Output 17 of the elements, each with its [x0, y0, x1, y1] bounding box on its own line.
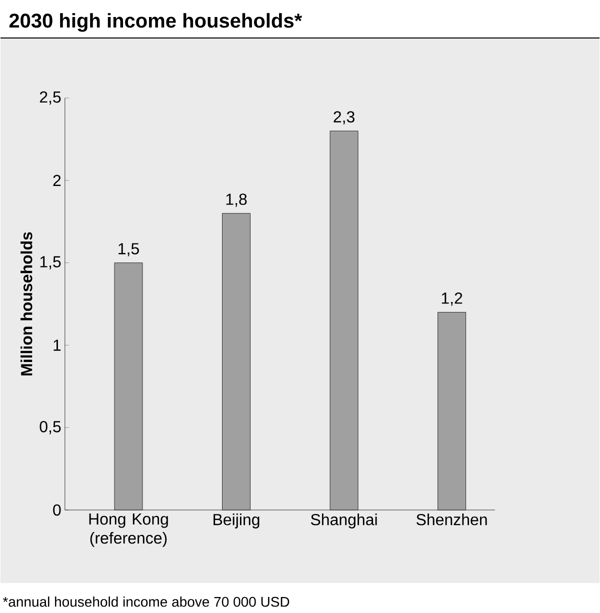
x-tick-label: Shenzhen: [416, 514, 487, 526]
chart-title: 2030 high income households*: [9, 13, 302, 32]
y-tick-label: 0,5: [40, 420, 61, 434]
y-tick-label: 1: [54, 340, 61, 351]
data-label: 1,5: [118, 243, 139, 256]
x-tick-label: Hong Kong (reference): [89, 514, 168, 547]
y-tick-label: 2: [53, 174, 61, 186]
y-tick-label: 1,5: [40, 256, 61, 270]
y-axis-title: Million households: [20, 232, 32, 376]
data-label: 2,3: [334, 111, 354, 124]
y-tick-label: 0: [53, 504, 61, 516]
y-tick-label: 2,5: [40, 91, 61, 105]
data-label: 1,2: [442, 292, 462, 306]
text: *annual household income above 70 000 USD: [2, 596, 290, 607]
x-tick-label: Beijing: [214, 514, 260, 528]
x-tick-label: Shanghai: [310, 514, 377, 528]
data-label: 1,8: [226, 194, 247, 207]
